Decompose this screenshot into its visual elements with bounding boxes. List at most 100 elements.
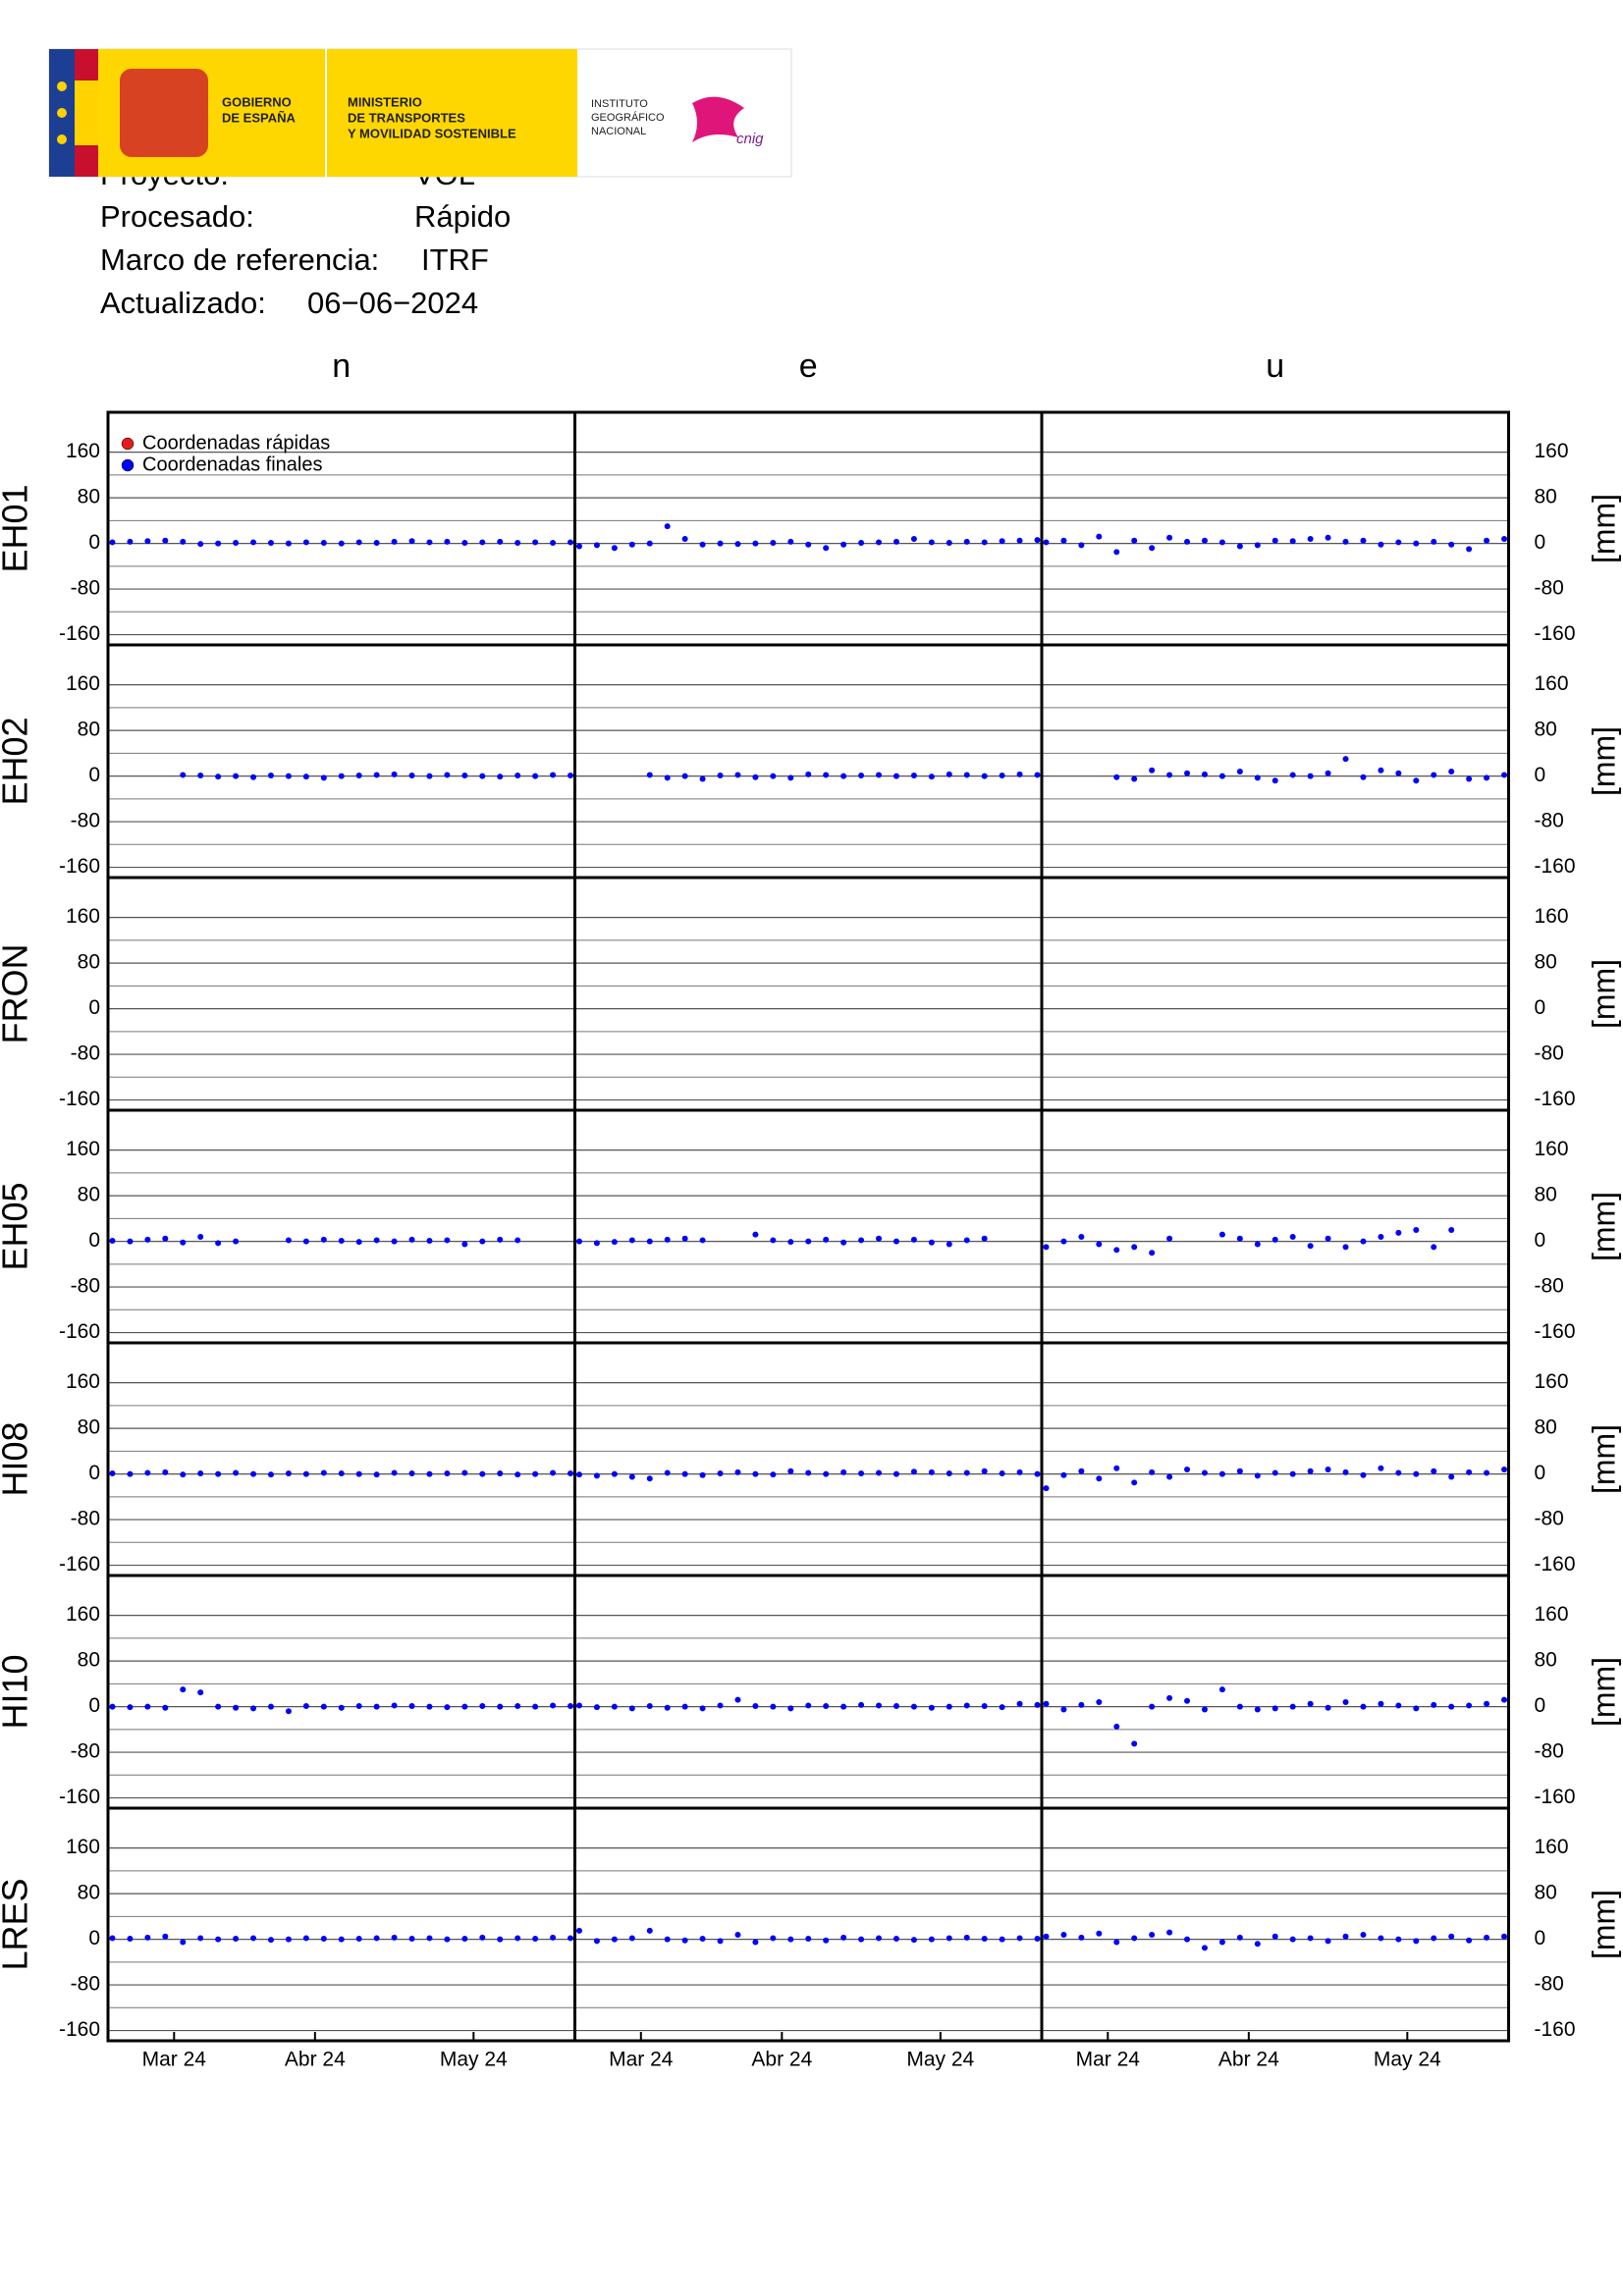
point — [1201, 1945, 1208, 1951]
point — [338, 773, 345, 779]
point — [981, 1468, 988, 1474]
point — [734, 541, 741, 548]
point — [1431, 772, 1437, 778]
point — [408, 1236, 415, 1243]
row-label: HI10 — [0, 1654, 35, 1729]
point — [1149, 1931, 1156, 1938]
point — [1484, 1469, 1490, 1476]
star — [57, 134, 67, 144]
column-title: u — [1266, 347, 1284, 385]
point — [770, 1471, 777, 1478]
point — [320, 774, 327, 781]
point — [250, 1705, 257, 1712]
point — [981, 1703, 988, 1710]
point — [1342, 1244, 1349, 1251]
point — [664, 1704, 671, 1711]
point — [1289, 1233, 1296, 1240]
point — [180, 1939, 187, 1946]
point — [1378, 1233, 1384, 1240]
panel-frame — [1040, 876, 1510, 1112]
point — [1218, 1231, 1225, 1238]
point — [1501, 1696, 1508, 1703]
point — [391, 771, 398, 777]
point — [1501, 1933, 1508, 1940]
point — [1016, 1935, 1023, 1942]
point — [1289, 1470, 1296, 1477]
point — [1360, 537, 1367, 544]
point — [1218, 1686, 1225, 1693]
point — [250, 1470, 257, 1477]
point — [752, 1939, 759, 1946]
point — [285, 1237, 292, 1244]
y2-tick-label: 80 — [1535, 1184, 1557, 1206]
point — [233, 540, 240, 547]
point — [162, 1235, 169, 1242]
point — [302, 1703, 309, 1710]
y-tick-label: 80 — [78, 1882, 100, 1904]
point — [664, 523, 671, 530]
y2-tick-label: 160 — [1535, 905, 1569, 928]
point — [628, 1705, 635, 1712]
point — [550, 1934, 557, 1941]
point — [514, 773, 521, 779]
point — [461, 540, 468, 547]
point — [928, 1936, 935, 1943]
point — [910, 1468, 917, 1475]
panel-frame — [106, 1806, 576, 2043]
point — [1413, 777, 1420, 784]
point — [1184, 1466, 1191, 1472]
y2-tick-label: 0 — [1535, 531, 1546, 554]
point — [285, 540, 292, 547]
point — [575, 1702, 582, 1709]
point — [180, 538, 187, 545]
panel-frame — [1040, 1341, 1510, 1577]
y-tick-label: 80 — [78, 1416, 100, 1439]
point — [1307, 1468, 1314, 1474]
logo-text: GEOGRÁFICO — [591, 111, 665, 124]
point — [611, 1703, 618, 1710]
point — [1501, 772, 1508, 778]
point — [109, 1703, 116, 1710]
point — [1448, 1226, 1455, 1233]
point — [1078, 1468, 1085, 1474]
point — [858, 1470, 865, 1477]
point — [568, 773, 574, 779]
point — [876, 772, 883, 778]
point — [1131, 1935, 1138, 1942]
point — [1060, 1931, 1067, 1938]
y2-tick-label: 0 — [1535, 1462, 1546, 1484]
point — [355, 1470, 362, 1477]
point — [717, 1470, 724, 1477]
point — [215, 1936, 222, 1943]
point — [1395, 1702, 1402, 1709]
point — [1043, 1244, 1050, 1251]
panel-frame — [573, 410, 1044, 647]
y2-tick-label: -160 — [1535, 2018, 1576, 2041]
point — [840, 1239, 847, 1246]
point — [1096, 1698, 1103, 1705]
point — [628, 1473, 635, 1480]
point — [568, 1703, 574, 1710]
point — [823, 1470, 830, 1477]
point — [681, 1937, 688, 1944]
y2-tick-label: 0 — [1535, 1229, 1546, 1252]
point — [550, 540, 557, 547]
point — [426, 1703, 433, 1710]
point — [426, 539, 433, 546]
y-tick-label: -80 — [71, 1508, 100, 1530]
point — [267, 540, 274, 547]
point — [1307, 1243, 1314, 1250]
panel-frame — [1040, 1806, 1510, 2043]
point — [1307, 535, 1314, 542]
point — [717, 540, 724, 547]
y-tick-label: -80 — [71, 1275, 100, 1298]
point — [1501, 535, 1508, 542]
point — [1501, 1466, 1508, 1472]
point — [127, 1470, 134, 1477]
point — [1016, 537, 1023, 544]
y-tick-label: 80 — [78, 1184, 100, 1206]
point — [532, 1703, 539, 1710]
y2-tick-label: 0 — [1535, 764, 1546, 786]
point — [1034, 537, 1041, 544]
column-title: n — [332, 347, 351, 385]
